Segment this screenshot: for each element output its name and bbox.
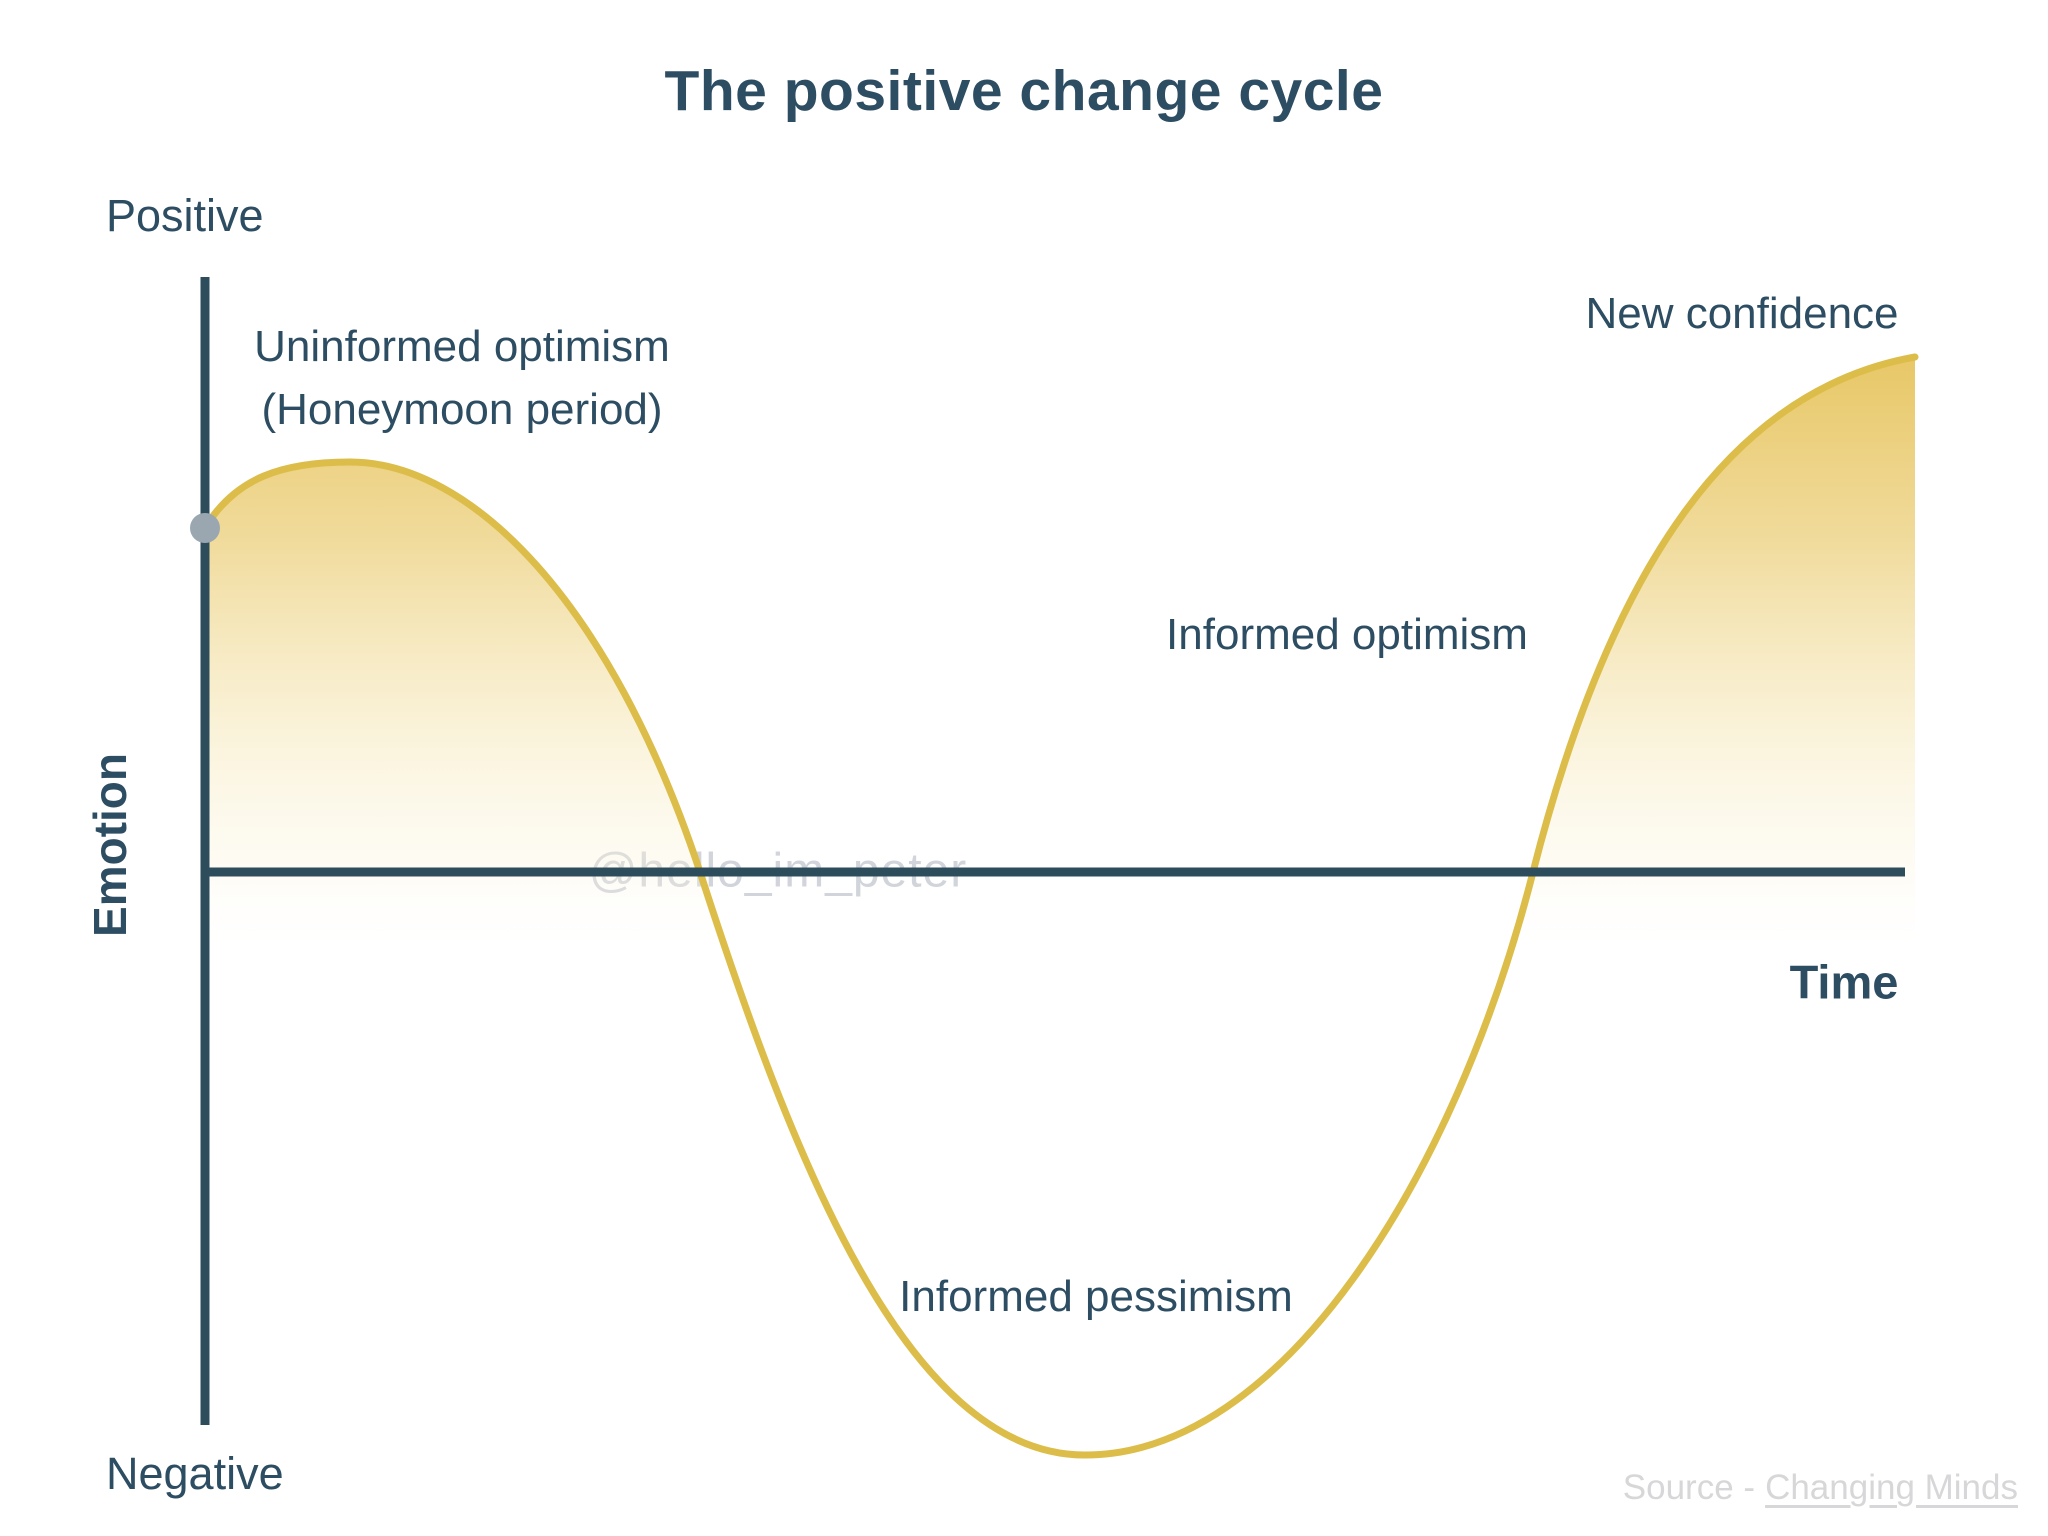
source-prefix: Source - [1622,1468,1756,1507]
curve-fill-left [205,462,728,958]
curve-line [201,353,1919,1459]
phase-label-uninformed-optimism-line1: Uninformed optimism [254,322,670,371]
phase-label-informed-pessimism: Informed pessimism [899,1272,1293,1321]
x-axis-title: Time [1789,955,1899,1009]
y-axis-title: Emotion [84,753,136,937]
phase-label-new-confidence: New confidence [1585,289,1899,338]
phase-label-uninformed-optimism: Uninformed optimism (Honeymoon period) [254,316,670,442]
curve-fill-right [1510,357,1915,958]
y-axis-positive-label: Positive [106,190,264,241]
phase-label-informed-optimism: Informed optimism [1166,610,1528,659]
chart-title: The positive change cycle [664,59,1384,123]
source-attribution: Source - Changing Minds [1623,1468,2018,1508]
y-axis-negative-label: Negative [106,1448,284,1499]
start-point-dot [190,513,220,543]
source-link[interactable]: Changing Minds [1765,1468,2018,1507]
phase-label-uninformed-optimism-line2: (Honeymoon period) [261,384,663,434]
